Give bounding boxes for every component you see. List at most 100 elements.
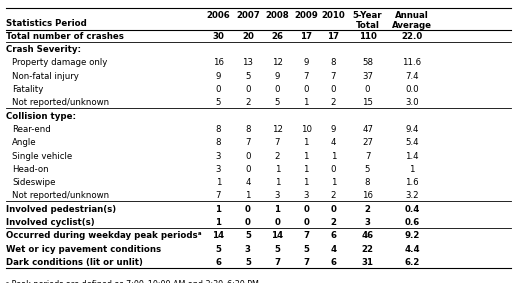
Text: 1: 1 — [409, 165, 415, 174]
Text: 14: 14 — [271, 231, 283, 240]
Text: 22: 22 — [361, 245, 374, 254]
Text: 0: 0 — [275, 85, 280, 94]
Text: 2: 2 — [331, 192, 336, 200]
Text: Collision type:: Collision type: — [6, 112, 76, 121]
Text: Sideswipe: Sideswipe — [12, 178, 56, 187]
Text: 31: 31 — [361, 258, 374, 267]
Text: 58: 58 — [362, 59, 373, 67]
Text: 0.0: 0.0 — [405, 85, 419, 94]
Text: 0: 0 — [303, 218, 309, 227]
Text: 17: 17 — [300, 32, 312, 41]
Text: 0: 0 — [330, 205, 337, 214]
Text: 1: 1 — [303, 178, 309, 187]
Text: 3: 3 — [245, 245, 251, 254]
Text: 1.4: 1.4 — [405, 152, 419, 160]
Text: 7: 7 — [303, 231, 309, 240]
Text: 0.4: 0.4 — [404, 205, 420, 214]
Text: 4: 4 — [330, 245, 337, 254]
Text: 8: 8 — [216, 125, 221, 134]
Text: 0: 0 — [331, 165, 336, 174]
Text: 1: 1 — [275, 178, 280, 187]
Text: 12: 12 — [272, 59, 283, 67]
Text: 3: 3 — [364, 218, 371, 227]
Text: 2: 2 — [330, 218, 337, 227]
Text: 0: 0 — [365, 85, 370, 94]
Text: Occurred during weekday peak periodsᵃ: Occurred during weekday peak periodsᵃ — [6, 231, 202, 240]
Text: 3: 3 — [216, 152, 221, 160]
Text: 0: 0 — [245, 85, 251, 94]
Text: 2009: 2009 — [294, 11, 318, 20]
Text: 5: 5 — [245, 231, 251, 240]
Text: 7: 7 — [331, 72, 336, 81]
Text: 5: 5 — [216, 245, 221, 254]
Text: 8: 8 — [331, 59, 336, 67]
Text: 1: 1 — [331, 152, 336, 160]
Text: 0: 0 — [245, 205, 251, 214]
Text: 9: 9 — [275, 72, 280, 81]
Text: ᵃ Peak periods are defined as 7:00–10:00 AM and 3:30–6:30 PM.: ᵃ Peak periods are defined as 7:00–10:00… — [6, 280, 262, 283]
Text: Fatality: Fatality — [12, 85, 44, 94]
Text: 5: 5 — [275, 245, 280, 254]
Text: 1: 1 — [303, 98, 309, 107]
Text: 1: 1 — [216, 218, 221, 227]
Text: 26: 26 — [271, 32, 283, 41]
Text: 9.2: 9.2 — [404, 231, 420, 240]
Text: Total number of crashes: Total number of crashes — [6, 32, 124, 41]
Text: Involved pedestrian(s): Involved pedestrian(s) — [6, 205, 116, 214]
Text: 5.4: 5.4 — [405, 138, 419, 147]
Text: 7: 7 — [303, 72, 309, 81]
Text: 30: 30 — [212, 32, 224, 41]
Text: 12: 12 — [272, 125, 283, 134]
Text: 2: 2 — [331, 98, 336, 107]
Text: 3: 3 — [216, 165, 221, 174]
Text: 3.2: 3.2 — [405, 192, 419, 200]
Text: 13: 13 — [242, 59, 253, 67]
Text: 1.6: 1.6 — [405, 178, 419, 187]
Text: Non-fatal injury: Non-fatal injury — [12, 72, 79, 81]
Text: 8: 8 — [365, 178, 370, 187]
Text: 27: 27 — [362, 138, 373, 147]
Text: 7: 7 — [216, 192, 221, 200]
Text: 5: 5 — [365, 165, 370, 174]
Text: 0: 0 — [331, 85, 336, 94]
Text: 47: 47 — [362, 125, 373, 134]
Text: 1: 1 — [216, 205, 221, 214]
Text: Rear-end: Rear-end — [12, 125, 51, 134]
Text: 16: 16 — [213, 59, 224, 67]
Text: 5: 5 — [245, 258, 251, 267]
Text: 1: 1 — [303, 138, 309, 147]
Text: 1: 1 — [245, 192, 251, 200]
Text: 7: 7 — [275, 258, 280, 267]
Text: 1: 1 — [303, 152, 309, 160]
Text: 7: 7 — [245, 138, 251, 147]
Text: Dark conditions (lit or unlit): Dark conditions (lit or unlit) — [6, 258, 143, 267]
Text: 15: 15 — [362, 98, 373, 107]
Text: 2008: 2008 — [266, 11, 289, 20]
Text: 0: 0 — [216, 85, 221, 94]
Text: 2007: 2007 — [236, 11, 260, 20]
Text: Statistics Period: Statistics Period — [6, 19, 87, 28]
Text: Single vehicle: Single vehicle — [12, 152, 73, 160]
Text: 3.0: 3.0 — [405, 98, 419, 107]
Text: 1: 1 — [216, 178, 221, 187]
Text: 22.0: 22.0 — [401, 32, 423, 41]
Text: 0: 0 — [275, 218, 280, 227]
Text: Crash Severity:: Crash Severity: — [6, 45, 81, 54]
Text: 6: 6 — [330, 231, 337, 240]
Text: 16: 16 — [362, 192, 373, 200]
Text: Not reported/unknown: Not reported/unknown — [12, 192, 110, 200]
Text: 0: 0 — [245, 152, 251, 160]
Text: 5: 5 — [245, 72, 251, 81]
Text: 1: 1 — [275, 165, 280, 174]
Text: 9: 9 — [331, 125, 336, 134]
Text: 2010: 2010 — [322, 11, 345, 20]
Text: 46: 46 — [361, 231, 374, 240]
Text: 4: 4 — [331, 138, 336, 147]
Text: 2: 2 — [275, 152, 280, 160]
Text: 0: 0 — [245, 218, 251, 227]
Text: 5: 5 — [216, 98, 221, 107]
Text: 0.6: 0.6 — [404, 218, 420, 227]
Text: 110: 110 — [359, 32, 376, 41]
Text: 0: 0 — [303, 85, 309, 94]
Text: 7: 7 — [275, 138, 280, 147]
